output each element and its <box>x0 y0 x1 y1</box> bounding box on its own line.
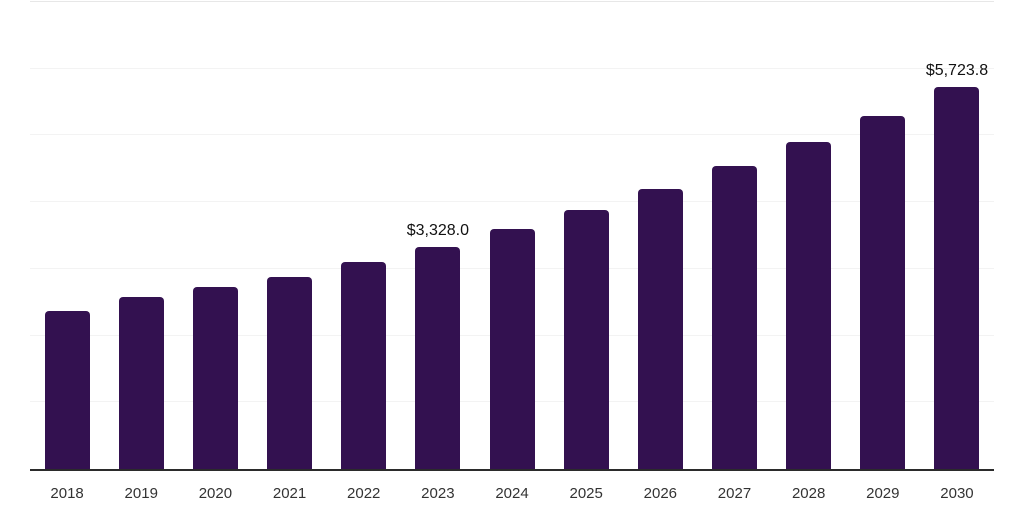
x-tick-2026: 2026 <box>643 485 678 502</box>
x-tick-2029: 2029 <box>866 485 900 502</box>
bar-cell-2028 <box>772 2 846 469</box>
gridline <box>30 67 994 69</box>
bar-cell-2029 <box>846 2 920 469</box>
bar-value-label-2030: $5,723.8 <box>925 62 989 80</box>
x-tick-2018: 2018 <box>50 485 84 502</box>
x-tick-2023: 2023 <box>421 485 455 502</box>
bar-cell-2025 <box>549 2 623 469</box>
bar-2030[interactable] <box>934 87 980 469</box>
x-tick-2030: 2030 <box>940 485 974 502</box>
bar-2018[interactable] <box>44 310 90 469</box>
bar-cell-2019 <box>104 2 178 469</box>
bar-2029[interactable] <box>860 115 906 469</box>
x-tick-2021: 2021 <box>272 485 307 502</box>
bar-2025[interactable] <box>563 209 609 469</box>
x-tick-2027: 2027 <box>717 485 752 502</box>
x-tick-2020: 2020 <box>198 485 233 502</box>
bar-2023[interactable] <box>415 246 461 469</box>
bar-cell-2023: $3,328.0 <box>401 2 475 469</box>
bar-2027[interactable] <box>711 166 757 469</box>
bar-cell-2020 <box>178 2 252 469</box>
bar-2026[interactable] <box>637 188 683 469</box>
bar-cell-2030: $5,723.8 <box>920 2 994 469</box>
bars-container: $3,328.0 $5,723.8 <box>30 2 994 469</box>
x-tick-2024: 2024 <box>495 485 529 502</box>
bar-cell-2021 <box>252 2 326 469</box>
bar-2020[interactable] <box>192 287 238 469</box>
bar-cell-2018 <box>30 2 104 469</box>
bar-value-label-2023: $3,328.0 <box>406 221 469 239</box>
x-tick-2025: 2025 <box>569 485 603 502</box>
bar-cell-2022 <box>327 2 401 469</box>
bar-2024[interactable] <box>489 229 535 469</box>
x-tick-2022: 2022 <box>347 485 381 502</box>
x-tick-2028: 2028 <box>791 485 826 502</box>
bar-2028[interactable] <box>786 141 832 469</box>
bar-cell-2027 <box>697 2 771 469</box>
bar-cell-2026 <box>623 2 697 469</box>
bar-2022[interactable] <box>341 262 387 469</box>
bar-2021[interactable] <box>267 277 313 469</box>
gridline <box>30 201 994 203</box>
bar-cell-2024 <box>475 2 549 469</box>
gridline <box>30 134 994 136</box>
plot-area: $3,328.0 $5,723.8 <box>30 1 994 471</box>
x-axis: 2018 2019 2020 2021 2022 2023 2024 2025 2026 2027… <box>30 482 994 506</box>
x-tick-2019: 2019 <box>124 485 158 502</box>
bar-2019[interactable] <box>118 296 164 469</box>
